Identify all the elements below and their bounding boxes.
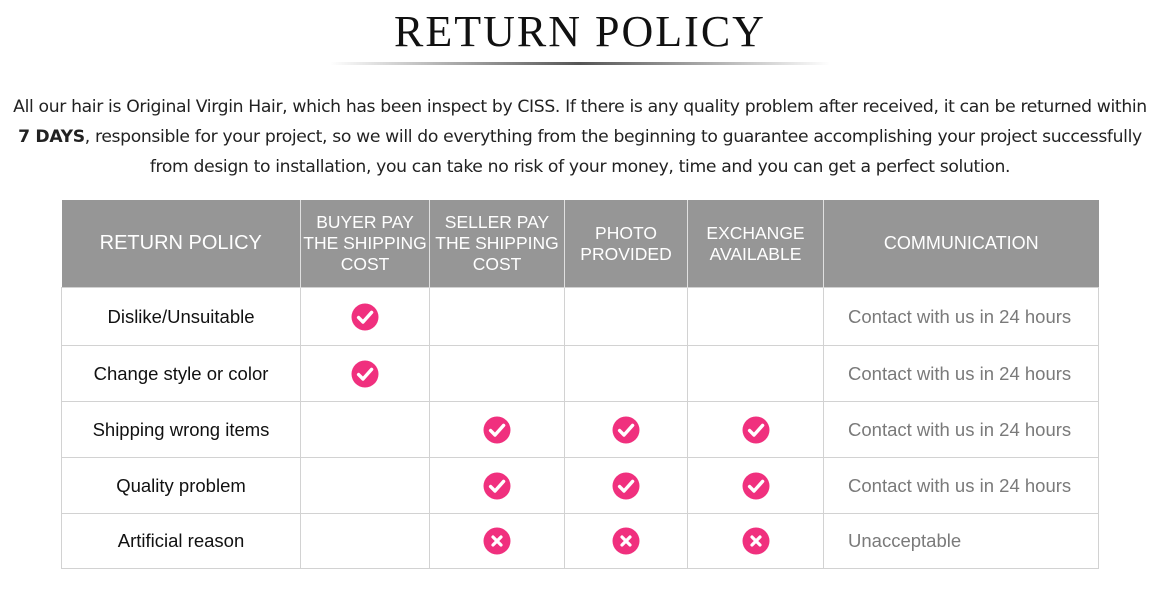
row-reason: Quality problem [61, 457, 301, 514]
table-row: Artificial reason Unacceptable [61, 513, 1099, 569]
cell-exchange [687, 287, 824, 346]
cell-exchange [687, 457, 824, 514]
cross-icon [483, 527, 511, 555]
cell-photo [564, 287, 688, 346]
row-communication: Unacceptable [823, 513, 1099, 569]
cell-photo [564, 401, 688, 458]
table-body: Dislike/Unsuitable Contact with us in 24 … [61, 287, 1099, 569]
check-icon [351, 360, 379, 388]
return-policy-table: RETURN POLICY BUYER PAY THE SHIPPING COS… [61, 200, 1099, 569]
row-reason: Shipping wrong items [61, 401, 301, 458]
header-photo-provided: PHOTO PROVIDED [564, 200, 688, 288]
row-reason: Dislike/Unsuitable [61, 287, 301, 346]
table-row: Change style or color Contact with us in … [61, 345, 1099, 402]
intro-paragraph: All our hair is Original Virgin Hair, wh… [12, 92, 1148, 182]
table-row: Dislike/Unsuitable Contact with us in 24 … [61, 287, 1099, 346]
row-communication: Contact with us in 24 hours [823, 457, 1099, 514]
cell-buyer-pay [300, 345, 430, 402]
cell-exchange [687, 513, 824, 569]
check-icon [612, 416, 640, 444]
header-communication: COMMUNICATION [823, 200, 1099, 288]
cell-photo [564, 345, 688, 402]
table-row: Quality problem Contact with us in 24 hou… [61, 457, 1099, 514]
check-icon [483, 472, 511, 500]
cell-seller-pay [429, 513, 565, 569]
row-reason: Artificial reason [61, 513, 301, 569]
header-seller-pay: SELLER PAY THE SHIPPING COST [429, 200, 565, 288]
cell-seller-pay [429, 345, 565, 402]
check-icon [742, 416, 770, 444]
header-exchange-available: EXCHANGE AVAILABLE [687, 200, 824, 288]
intro-days-highlight: 7 DAYS [18, 127, 85, 147]
table-header-row: RETURN POLICY BUYER PAY THE SHIPPING COS… [61, 200, 1099, 288]
header-return-policy: RETURN POLICY [61, 200, 301, 288]
page-title: RETURN POLICY [394, 7, 766, 56]
row-communication: Contact with us in 24 hours [823, 345, 1099, 402]
cross-icon [742, 527, 770, 555]
cell-buyer-pay [300, 287, 430, 346]
check-icon [742, 472, 770, 500]
cell-photo [564, 513, 688, 569]
cell-buyer-pay [300, 401, 430, 458]
row-reason: Change style or color [61, 345, 301, 402]
row-communication: Contact with us in 24 hours [823, 287, 1099, 346]
cell-photo [564, 457, 688, 514]
cell-seller-pay [429, 287, 565, 346]
check-icon [612, 472, 640, 500]
cell-exchange [687, 345, 824, 402]
check-icon [351, 303, 379, 331]
cell-seller-pay [429, 457, 565, 514]
cell-buyer-pay [300, 457, 430, 514]
cell-buyer-pay [300, 513, 430, 569]
row-communication: Contact with us in 24 hours [823, 401, 1099, 458]
table-row: Shipping wrong items Contact with us in 2… [61, 401, 1099, 458]
cell-exchange [687, 401, 824, 458]
title-divider [330, 62, 830, 65]
cell-seller-pay [429, 401, 565, 458]
intro-text-start: All our hair is Original Virgin Hair, wh… [13, 97, 1147, 117]
cross-icon [612, 527, 640, 555]
check-icon [483, 416, 511, 444]
intro-text-end: , responsible for your project, so we wi… [84, 127, 1142, 177]
header-buyer-pay: BUYER PAY THE SHIPPING COST [300, 200, 430, 288]
